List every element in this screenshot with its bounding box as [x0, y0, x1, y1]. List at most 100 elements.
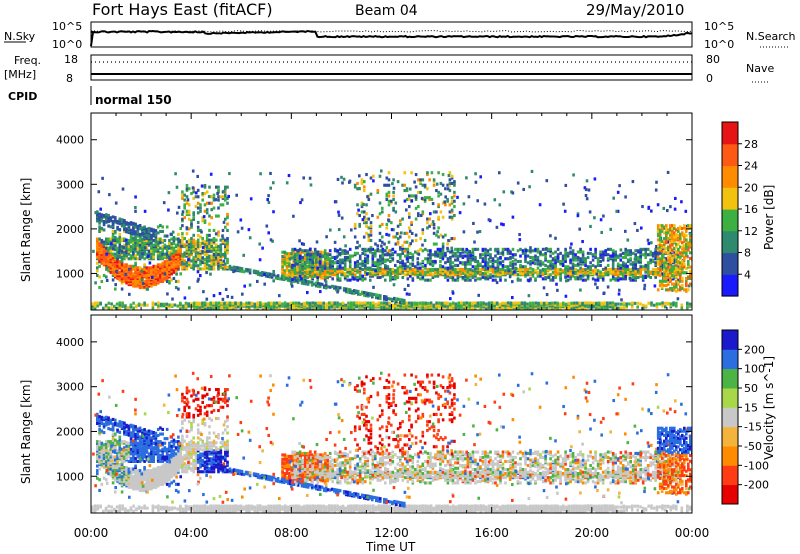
power-cell [260, 271, 264, 275]
power-cell [351, 267, 354, 271]
power-cell [190, 222, 193, 226]
power-cell [203, 220, 207, 224]
power-cell [403, 171, 407, 175]
power-cell [296, 280, 300, 284]
power-cell [114, 263, 117, 267]
power-cell [308, 250, 311, 254]
power-cell [328, 249, 332, 253]
power-cell [114, 273, 117, 277]
power-cell [219, 243, 223, 247]
power-cell [98, 228, 101, 232]
power-cell [156, 243, 160, 247]
power-cell [154, 232, 158, 236]
power-cell [226, 238, 229, 242]
power-cell [381, 240, 384, 244]
power-cell [199, 256, 202, 260]
power-cell [172, 254, 176, 258]
power-cell [364, 270, 367, 274]
power-cell [449, 250, 452, 254]
power-cell [421, 249, 425, 253]
power-cell [96, 261, 99, 265]
power-cell [367, 235, 371, 239]
power-cell [379, 257, 382, 261]
power-cell [192, 241, 195, 245]
power-cell [308, 270, 312, 274]
power-cell [315, 259, 318, 263]
power-cell [316, 278, 319, 282]
power-cell [190, 251, 193, 255]
power-cell [321, 266, 324, 270]
power-cell [161, 273, 164, 277]
power-cell [116, 273, 119, 277]
power-cell [109, 225, 113, 229]
power-cell [154, 273, 158, 277]
power-cell [208, 249, 211, 253]
power-cell [127, 221, 131, 225]
power-cell [366, 292, 369, 296]
power-cell [290, 256, 293, 260]
power-cell [636, 255, 640, 259]
power-cell [187, 209, 191, 213]
power-cell [374, 249, 377, 253]
power-cell [674, 196, 677, 200]
power-cell [369, 246, 373, 250]
power-cell [205, 240, 209, 244]
power-cell [376, 263, 380, 267]
power-cell [134, 263, 137, 267]
power-cell [105, 263, 108, 267]
power-cell [391, 257, 395, 261]
power-cell [536, 255, 540, 259]
power-cell [371, 247, 375, 251]
power-cell [163, 263, 167, 267]
power-cell [399, 300, 402, 304]
power-cell [215, 256, 218, 260]
power-cell [129, 228, 133, 232]
power-cell [519, 263, 522, 267]
power-cell [308, 260, 311, 264]
power-cell [343, 249, 347, 253]
power-cell [566, 254, 570, 258]
power-cell [493, 301, 496, 305]
power-cell [208, 233, 211, 237]
power-cell [168, 305, 171, 309]
power-cell [179, 301, 182, 305]
power-cell [624, 277, 627, 281]
power-cell [576, 269, 580, 273]
power-cell [408, 235, 411, 239]
power-cell [319, 250, 323, 254]
power-cell [611, 301, 615, 305]
power-cell [622, 301, 626, 305]
power-cell [219, 253, 223, 257]
power-cell [366, 258, 370, 262]
power-cell [474, 255, 477, 259]
power-cell [307, 253, 311, 257]
power-cell [369, 304, 372, 308]
power-cell [399, 246, 402, 250]
power-cell [115, 302, 119, 306]
power-cell [450, 199, 454, 203]
power-cell [644, 251, 647, 255]
power-cell [399, 222, 402, 226]
power-cell [361, 259, 364, 263]
power-cell [476, 301, 480, 305]
power-cell [569, 277, 572, 281]
power-cell [364, 266, 367, 270]
power-cell [391, 297, 394, 301]
power-cell [454, 251, 457, 255]
power-cell [341, 301, 345, 305]
station-title: Fort Hays East (fitACF) [92, 0, 273, 19]
power-cell [453, 205, 456, 209]
power-cell [386, 265, 390, 269]
power-cell [459, 247, 462, 251]
power-cell [185, 188, 189, 192]
power-cell [141, 243, 144, 247]
power-cell [464, 266, 467, 270]
power-cell [483, 202, 487, 206]
power-cell [217, 256, 220, 260]
power-cell [511, 262, 515, 266]
power-cell [373, 293, 376, 297]
power-cell [226, 301, 229, 305]
power-cell [441, 245, 445, 249]
power-cell [212, 254, 216, 258]
power-cell [376, 269, 380, 273]
